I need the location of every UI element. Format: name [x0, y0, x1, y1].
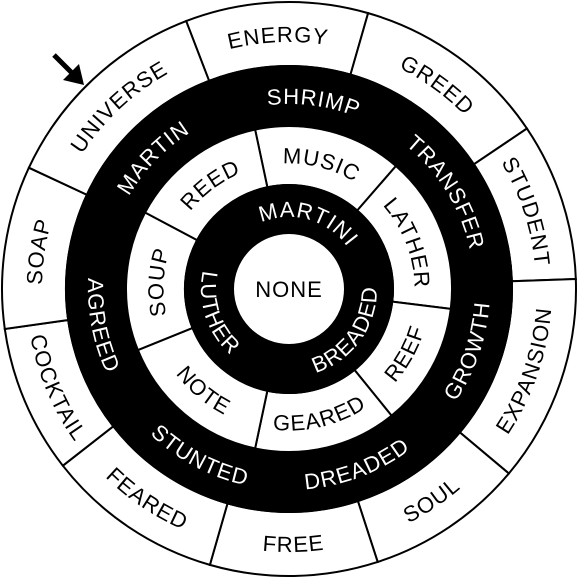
center-word: NONE	[255, 277, 323, 302]
outer-word: FREE	[262, 530, 326, 557]
word-text: FREE	[262, 530, 325, 557]
center-disc: NONE	[232, 232, 346, 346]
arrow-down-right-icon	[52, 53, 84, 85]
